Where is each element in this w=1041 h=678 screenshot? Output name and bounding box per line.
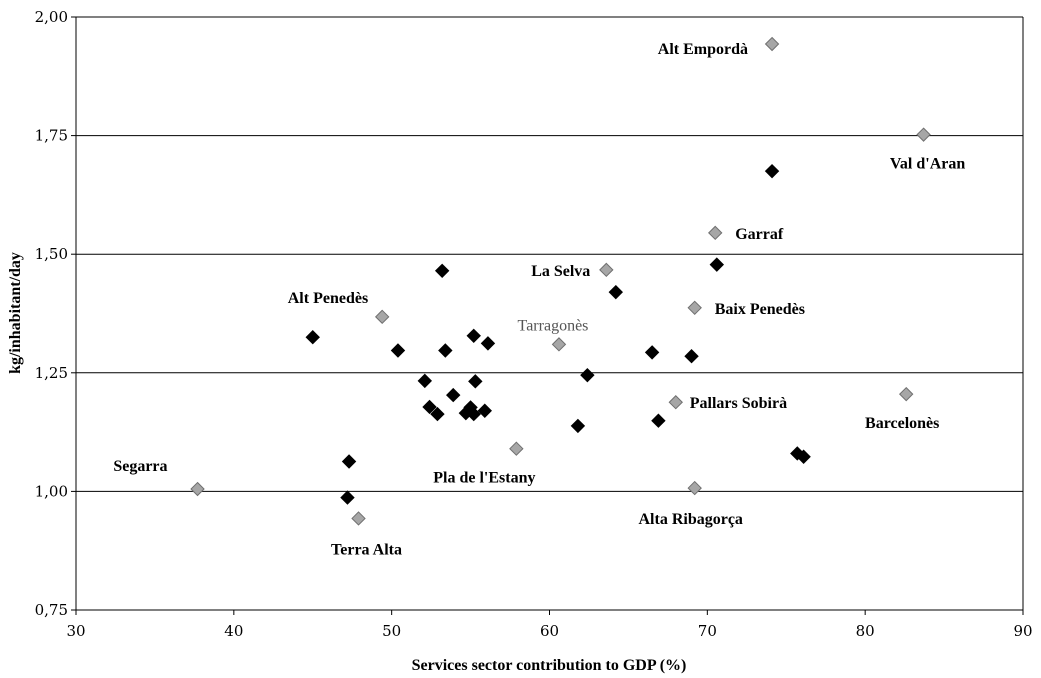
x-tick-label: 80	[856, 622, 875, 640]
data-label: Alt Penedès	[288, 290, 368, 307]
data-label: Pallars Sobirà	[690, 395, 787, 412]
data-point	[764, 36, 780, 52]
data-point	[422, 399, 437, 415]
data-point	[341, 454, 357, 469]
data-point	[374, 309, 390, 325]
data-point	[446, 387, 461, 403]
data-label: Tarragonès	[518, 317, 589, 334]
data-label: Barcelonès	[865, 415, 939, 432]
data-point	[608, 284, 623, 300]
data-point	[480, 336, 496, 351]
data-label: Pla de l'Estany	[433, 470, 535, 487]
data-points	[190, 36, 931, 526]
data-label: Terra Alta	[331, 541, 402, 558]
data-point	[687, 300, 702, 316]
data-label: Segarra	[113, 458, 167, 475]
data-label: Garraf	[735, 226, 784, 243]
x-tick-label: 50	[382, 622, 401, 640]
grid-lines	[76, 16, 1023, 492]
x-tick-labels: 30 40 50 60 70 80 90	[66, 610, 1033, 640]
data-label: La Selva	[531, 263, 590, 280]
y-axis-title: kg/inhabitant/day	[7, 252, 24, 374]
axes	[75, 17, 1024, 611]
data-point	[390, 343, 406, 358]
data-point	[709, 257, 725, 272]
data-point	[190, 481, 205, 497]
data-point	[466, 406, 481, 422]
data-point	[468, 374, 483, 389]
y-tick-labels: 0,75 1,00 1,25 1,50 1,75 2,00	[35, 8, 76, 619]
data-point	[708, 225, 723, 241]
data-point	[580, 367, 595, 383]
data-point	[644, 345, 660, 360]
x-tick-label: 90	[1013, 622, 1032, 640]
data-point	[599, 262, 614, 278]
y-tick-label: 1,50	[35, 245, 68, 263]
data-point	[764, 163, 780, 179]
x-tick-label: 40	[224, 622, 243, 640]
data-labels: Segarra Terra Alta Alt Penedès Pla de l'Est…	[113, 41, 965, 558]
y-tick-label: 1,25	[35, 364, 68, 382]
data-point	[684, 348, 699, 364]
data-point	[796, 449, 811, 464]
data-point	[430, 406, 445, 422]
y-tick-label: 0,75	[35, 601, 68, 619]
data-point	[438, 343, 453, 358]
x-axis-title: Services sector contribution to GDP (%)	[412, 657, 687, 674]
x-tick-label: 30	[66, 622, 85, 640]
data-point	[687, 480, 702, 496]
data-point	[668, 395, 683, 410]
data-point	[551, 337, 567, 352]
data-point	[466, 328, 481, 344]
y-tick-label: 1,75	[35, 127, 68, 145]
data-point	[340, 490, 355, 505]
data-point	[898, 386, 914, 402]
data-point	[434, 263, 450, 279]
data-point	[570, 418, 586, 434]
y-tick-label: 2,00	[35, 8, 68, 26]
data-point	[477, 403, 492, 418]
y-tick-label: 1,00	[35, 482, 68, 500]
data-point	[916, 127, 931, 142]
x-tick-label: 70	[698, 622, 717, 640]
data-point	[651, 413, 666, 428]
data-label: Val d'Aran	[890, 156, 966, 173]
data-point	[509, 441, 524, 456]
data-label: Baix Penedès	[715, 301, 805, 318]
data-label: Alt Empordà	[658, 41, 748, 58]
data-label: Alta Ribagorça	[638, 511, 742, 528]
data-point	[305, 330, 320, 345]
data-point	[417, 373, 433, 389]
data-point	[351, 511, 366, 526]
x-tick-label: 60	[540, 622, 559, 640]
